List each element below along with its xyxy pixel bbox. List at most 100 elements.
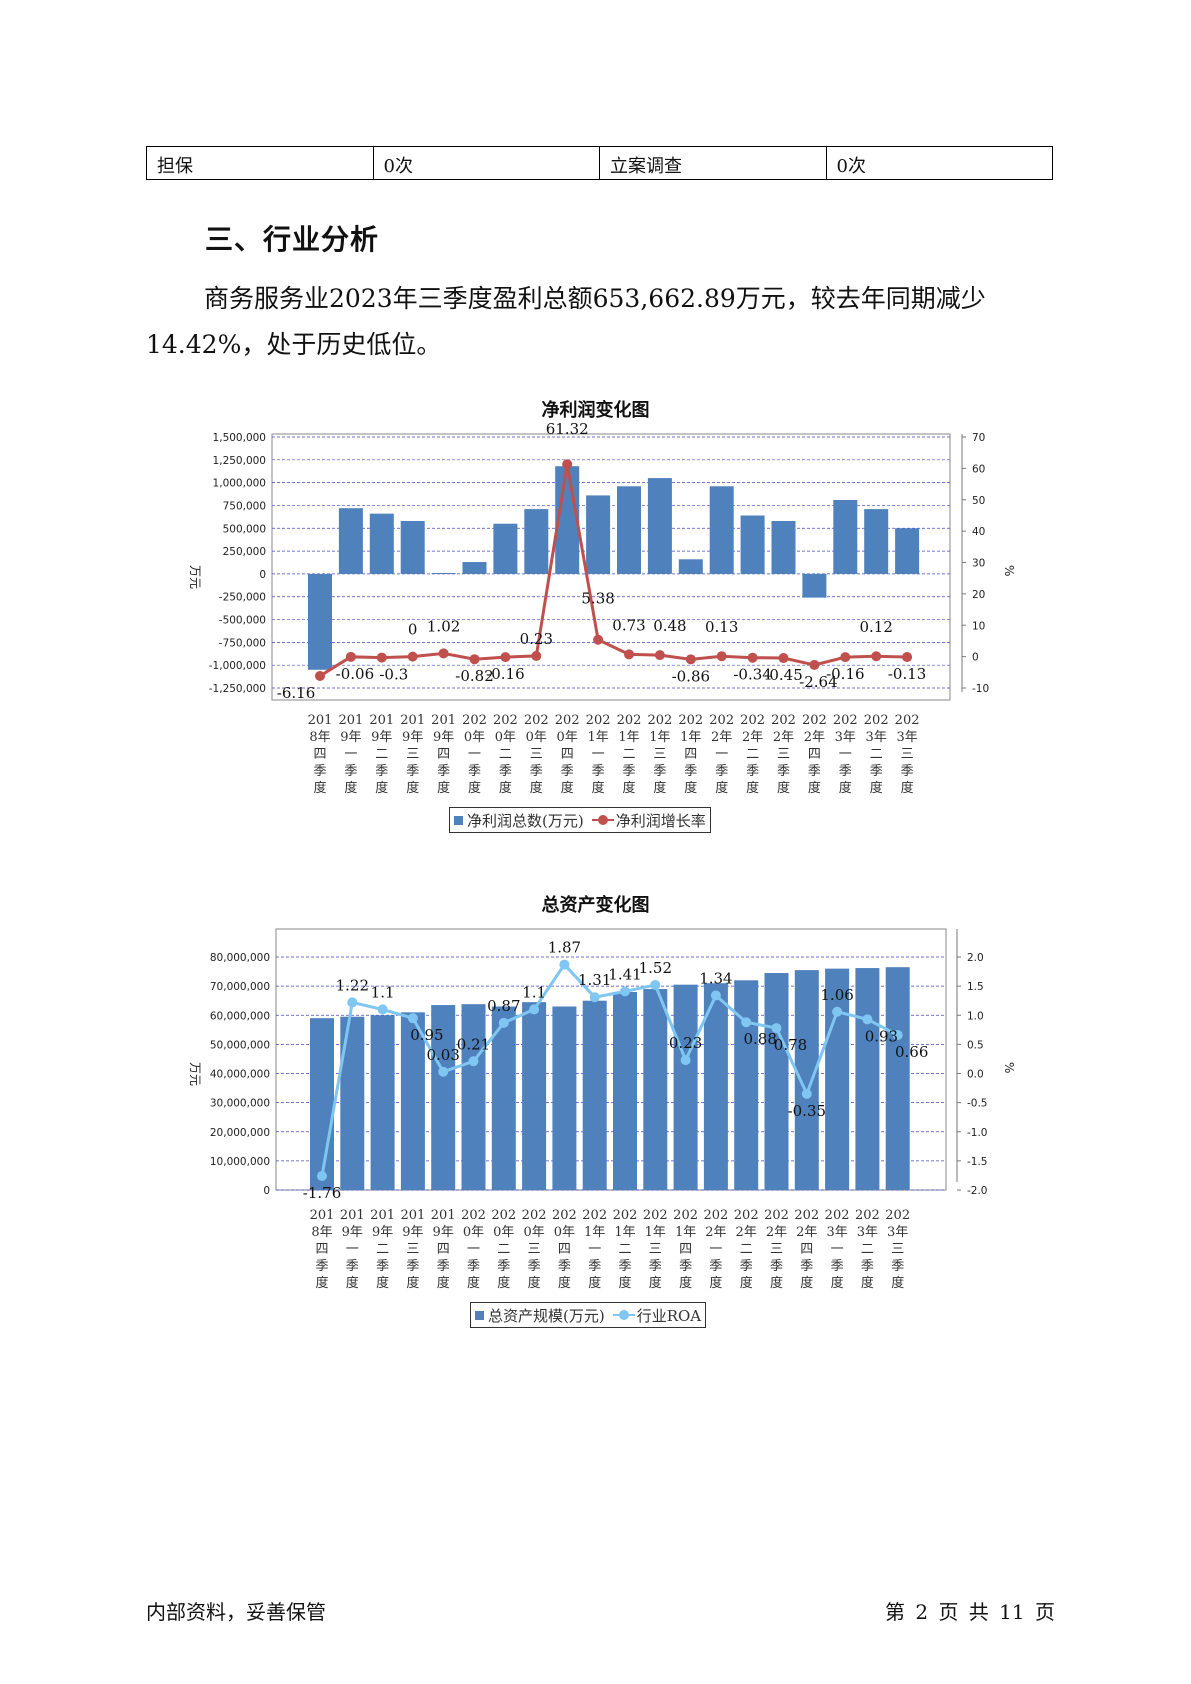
x-tick-label: 202: [617, 713, 642, 728]
series-line: [319, 463, 908, 678]
x-tick-label: 季: [901, 764, 914, 779]
x-tick-label: 度: [831, 1275, 844, 1291]
table-cell-value: 0次: [825, 146, 1053, 180]
x-tick-label: 1年: [649, 730, 670, 745]
x-tick-label: 202: [461, 1208, 486, 1223]
bar: [740, 515, 765, 574]
x-tick-label: 二: [375, 747, 388, 762]
x-tick-label: 202: [703, 1208, 728, 1223]
x-tick-label: 一: [839, 747, 852, 762]
line-point: [650, 979, 661, 990]
x-tick-label: 0年: [463, 1225, 484, 1240]
x-tick-label: 度: [808, 780, 821, 796]
page-number: 第 2 页 共 11 页: [885, 1600, 1055, 1624]
y-tick-label: 20,000,000: [210, 1127, 270, 1139]
x-tick-label: 季: [715, 764, 728, 779]
x-tick-label: 3年: [887, 1225, 908, 1240]
legend-bar-swatch: [454, 815, 463, 825]
x-tick-label: 度: [653, 780, 666, 796]
line-point: [468, 1056, 479, 1067]
y-tick-label: -500,000: [219, 615, 266, 627]
x-tick-label: 度: [679, 1275, 692, 1291]
x-tick-label: 0年: [523, 1225, 544, 1240]
x-tick-label: 202: [643, 1208, 668, 1223]
line-point: [871, 651, 882, 662]
line-point: [347, 997, 358, 1008]
x-tick-label: 一: [831, 1242, 844, 1257]
y-tick-label: -1,250,000: [209, 683, 266, 695]
x-tick-label: 季: [375, 764, 388, 779]
line-point: [685, 654, 696, 665]
data-label: 0.93: [865, 1027, 898, 1045]
bar: [678, 559, 703, 574]
y-tick-label: 1,500,000: [213, 432, 266, 444]
y2-tick-label: 1.0: [967, 1010, 984, 1022]
x-tick-label: 202: [771, 713, 796, 728]
x-tick-label: 季: [406, 1259, 419, 1274]
bar: [582, 1000, 607, 1190]
y2-tick-label: -0.5: [967, 1098, 988, 1110]
x-tick-label: 二: [376, 1242, 389, 1257]
y-tick-label: 0: [259, 569, 266, 581]
data-label: 1.1: [371, 983, 395, 1001]
y2-axis-unit: %: [1002, 565, 1016, 576]
x-tick-label: 季: [740, 1259, 753, 1274]
x-tick-label: 季: [468, 764, 481, 779]
y-tick-label: 500,000: [223, 523, 266, 535]
bar: [855, 968, 880, 1190]
x-tick-label: 度: [684, 780, 697, 796]
data-label: -0.16: [486, 665, 524, 683]
bar: [613, 991, 637, 1190]
data-label: 0.23: [520, 630, 553, 648]
x-tick-label: 度: [649, 1275, 662, 1291]
x-tick-label: 度: [618, 1275, 631, 1291]
line-point: [593, 634, 604, 645]
data-label: -6.16: [277, 684, 315, 702]
y-tick-label: 1,250,000: [213, 455, 266, 467]
x-tick-label: 季: [344, 764, 357, 779]
bar: [400, 520, 425, 574]
bar: [673, 984, 698, 1190]
x-tick-label: 三: [653, 747, 666, 762]
x-tick-label: 季: [684, 764, 697, 779]
x-tick-label: 度: [406, 780, 419, 796]
y-axis-unit: 万元: [188, 1062, 202, 1086]
x-tick-label: 度: [870, 780, 883, 796]
data-label: 0.73: [612, 616, 645, 634]
x-tick-label: 季: [746, 764, 759, 779]
x-tick-label: 季: [592, 764, 605, 779]
bar: [431, 572, 456, 574]
x-tick-label: 3年: [857, 1225, 878, 1240]
x-tick-label: 季: [315, 1259, 328, 1274]
x-tick-label: 2年: [736, 1225, 757, 1240]
x-tick-label: 度: [530, 780, 543, 796]
bar: [771, 520, 796, 574]
y-tick-label: 1,000,000: [213, 478, 266, 490]
info-table: 担保 0次 立案调查 0次: [146, 146, 1053, 180]
y2-tick-label: 20: [972, 589, 985, 601]
line-point: [809, 659, 820, 670]
line-point: [620, 986, 630, 997]
data-label: 0.23: [669, 1034, 702, 1052]
bar: [794, 970, 819, 1190]
x-tick-label: 度: [592, 780, 605, 796]
y-tick-label: 60,000,000: [210, 1010, 270, 1022]
data-label: 1.31: [578, 971, 611, 989]
bar: [338, 508, 363, 574]
data-label: 1.02: [427, 617, 460, 635]
x-tick-label: 202: [794, 1208, 819, 1223]
line-point: [862, 1014, 873, 1025]
line-point: [438, 1066, 449, 1077]
x-tick-label: 度: [437, 780, 450, 796]
x-tick-label: 9年: [342, 1225, 363, 1240]
x-tick-label: 202: [734, 1208, 759, 1223]
y-tick-label: 250,000: [223, 546, 266, 558]
line-point: [902, 652, 913, 663]
y-tick-label: 70,000,000: [210, 981, 270, 993]
x-tick-label: 季: [800, 1259, 813, 1274]
x-tick-label: 度: [709, 1275, 722, 1291]
x-tick-label: 季: [870, 764, 883, 779]
data-label: 1.1: [522, 983, 546, 1001]
x-tick-label: 2年: [773, 730, 794, 745]
legend-bar-swatch: [475, 1310, 484, 1320]
